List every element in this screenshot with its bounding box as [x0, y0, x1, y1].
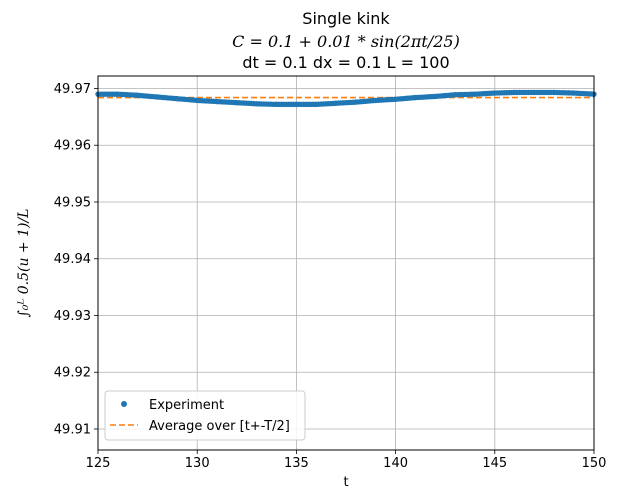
- legend: Experiment Average over [t+-T/2]: [104, 390, 306, 441]
- x-axis: 125 130 135 140 145 150: [86, 450, 607, 471]
- y-axis: 49.91 49.92 49.93 49.94 49.95 49.96 49.97: [54, 82, 98, 438]
- x-tick-label: 135: [284, 456, 309, 471]
- x-tick-label: 145: [482, 456, 507, 471]
- x-tick-label: 140: [383, 456, 408, 471]
- x-tick-label: 130: [185, 456, 210, 471]
- y-tick-label: 49.93: [54, 309, 91, 324]
- legend-label-average: Average over [t+-T/2]: [149, 419, 290, 434]
- y-tick-label: 49.92: [54, 366, 91, 381]
- y-tick-label: 49.91: [54, 423, 91, 438]
- chart-title: Single kink C = 0.1 + 0.01 * sin(2πt/25)…: [232, 9, 460, 72]
- chart-title-line-1: Single kink: [302, 9, 390, 28]
- x-axis-label: t: [343, 475, 348, 490]
- legend-marker-experiment: [121, 401, 127, 407]
- experiment-series: [95, 89, 597, 108]
- legend-box: [104, 390, 306, 441]
- chart-title-line-3: dt = 0.1 dx = 0.1 L = 100: [242, 53, 449, 72]
- x-tick-label: 150: [582, 456, 607, 471]
- y-tick-label: 49.97: [54, 82, 91, 97]
- y-axis-label: ∫₀ᴸ 0.5(u + 1)/L: [16, 209, 32, 318]
- y-tick-label: 49.94: [54, 252, 91, 267]
- x-tick-label: 125: [86, 456, 111, 471]
- y-tick-label: 49.95: [54, 195, 91, 210]
- plot-frame: [97, 75, 595, 451]
- chart-title-line-2: C = 0.1 + 0.01 * sin(2πt/25): [232, 32, 460, 51]
- legend-label-experiment: Experiment: [149, 398, 224, 413]
- y-tick-label: 49.96: [54, 139, 91, 154]
